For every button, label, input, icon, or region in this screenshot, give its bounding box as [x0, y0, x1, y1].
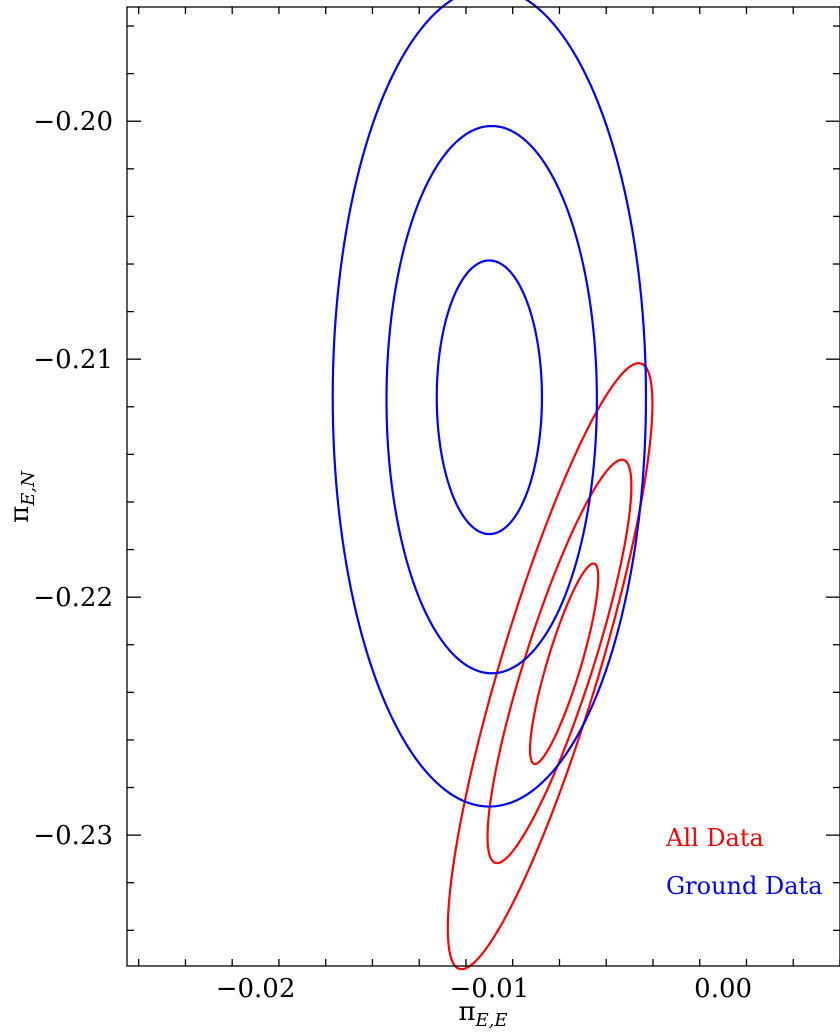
- legend-entry-all-data: All Data: [665, 824, 764, 852]
- y-tick-label: −0.20: [33, 107, 113, 137]
- x-axis-symbol: π: [458, 997, 475, 1027]
- y-axis-subscript: E,N: [18, 470, 39, 507]
- x-axis-label: πE,E: [458, 997, 507, 1031]
- ticks-layer: [127, 7, 840, 966]
- y-axis-symbol: π: [5, 506, 35, 523]
- contour-all-data-3: [446, 362, 654, 971]
- y-tick-label: −0.21: [33, 345, 113, 375]
- contour-ground-data-1: [435, 259, 544, 536]
- tick-labels-layer: −0.02 −0.01 0.00 −0.20 −0.21 −0.22 −0.23: [33, 107, 752, 1004]
- x-tick-label: −0.02: [216, 974, 296, 1004]
- contour-ground-data-2: [385, 124, 598, 675]
- legend: All Data Ground Data: [665, 824, 823, 900]
- x-tick-label: 0.00: [694, 974, 752, 1004]
- contour-all-data-2: [486, 458, 633, 865]
- contours-layer: [331, 0, 654, 971]
- y-axis-label: πE,N: [5, 470, 39, 523]
- x-tick-label: −0.01: [450, 974, 530, 1004]
- legend-entry-ground-data: Ground Data: [666, 872, 823, 900]
- y-tick-label: −0.23: [33, 821, 113, 851]
- y-tick-label: −0.22: [33, 583, 113, 613]
- x-axis-subscript: E,E: [475, 1010, 508, 1031]
- contour-ground-data-3: [331, 0, 648, 808]
- contour-all-data-1: [528, 562, 600, 766]
- plot-frame: [126, 6, 840, 967]
